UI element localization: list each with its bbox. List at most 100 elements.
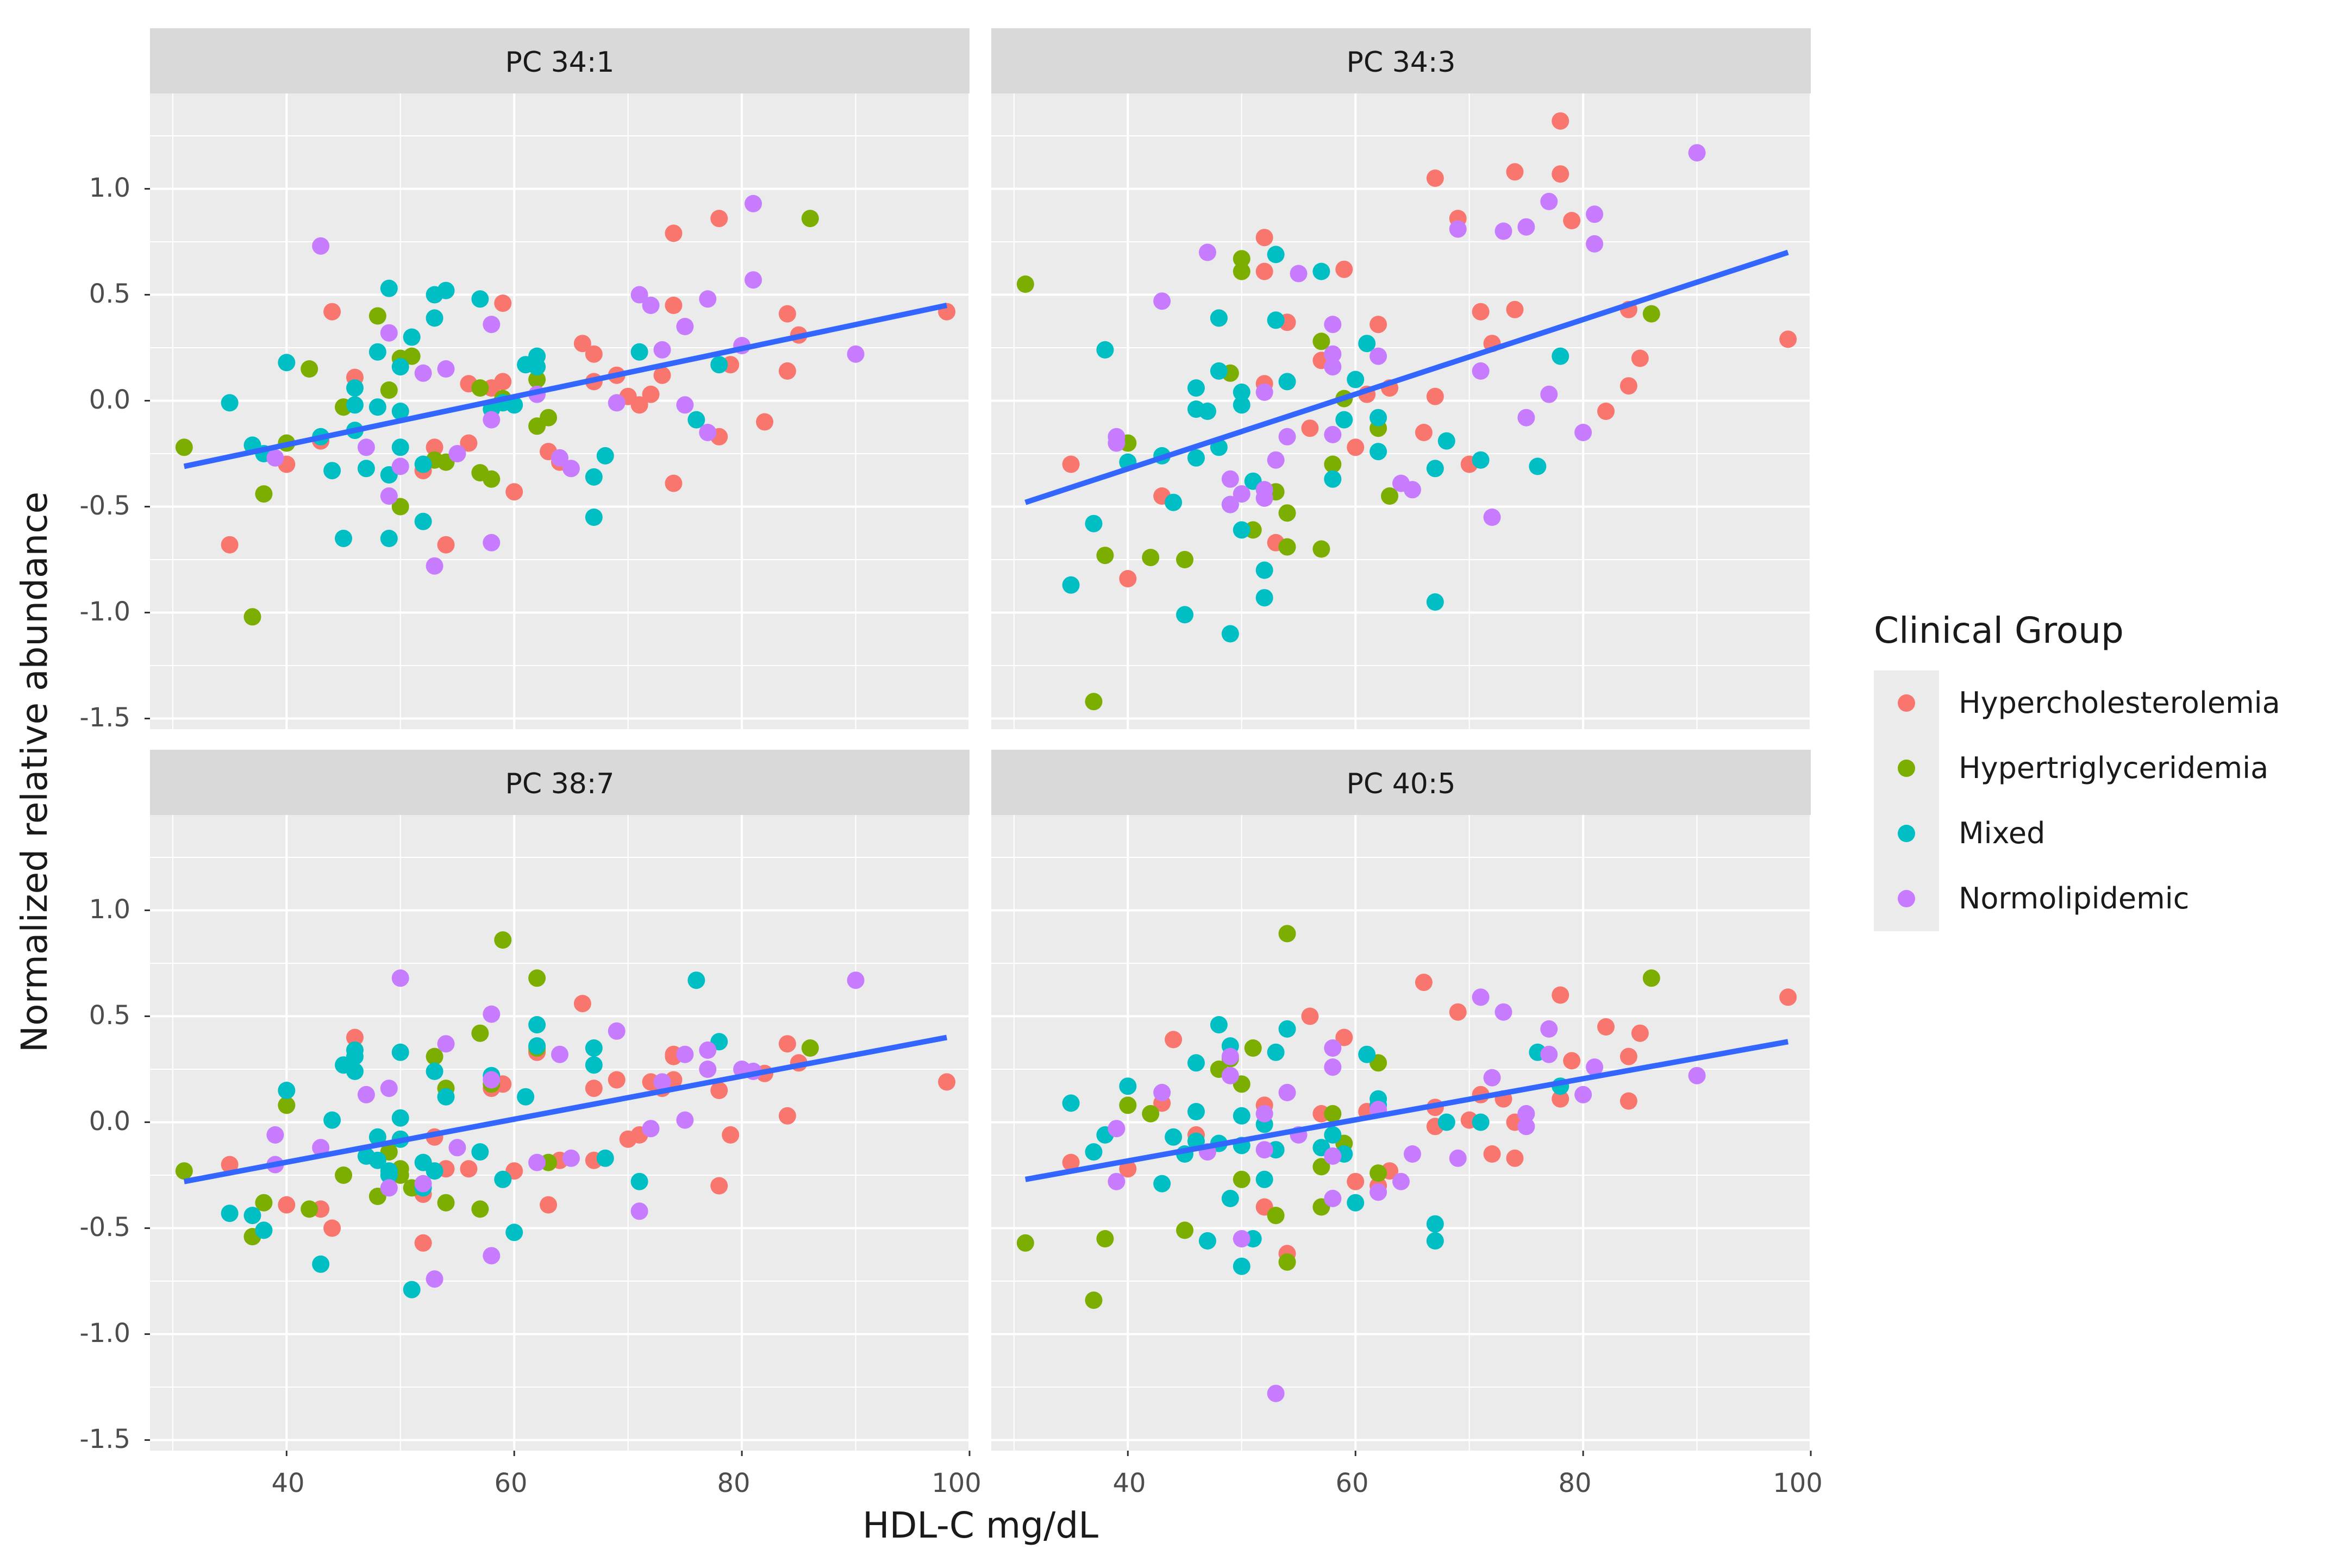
point-hypercholesterolemia [1370, 316, 1387, 334]
point-hypertriglyceridemia [1312, 1158, 1330, 1176]
point-hypertriglyceridemia [1142, 549, 1160, 567]
point-hypertriglyceridemia [528, 371, 546, 388]
y-axis-title: Normalized relative abundance [14, 492, 55, 1052]
point-hypertriglyceridemia [301, 1200, 318, 1218]
point-mixed [414, 512, 432, 530]
point-mixed [346, 1041, 364, 1059]
point-normolipidemic [551, 449, 568, 467]
legend-label: Hypertriglyceridemia [1959, 751, 2268, 785]
point-mixed [426, 1162, 443, 1180]
point-hypercholesterolemia [505, 483, 523, 501]
point-hypertriglyceridemia [1642, 969, 1660, 987]
x-tick-label: 80 [1558, 1468, 1591, 1498]
point-normolipidemic [1153, 1083, 1171, 1101]
point-hypercholesterolemia [1552, 1090, 1569, 1108]
point-hypertriglyceridemia [1278, 538, 1296, 556]
y-tick-label: -1.5 [79, 1424, 130, 1454]
point-hypertriglyceridemia [1233, 262, 1250, 280]
point-hypertriglyceridemia [1324, 1105, 1342, 1122]
point-normolipidemic [1370, 347, 1387, 365]
y-tick-label: -1.0 [79, 597, 130, 627]
point-hypercholesterolemia [1552, 112, 1569, 130]
point-mixed [1176, 606, 1194, 624]
trend-line [1024, 1039, 1789, 1182]
point-mixed [391, 403, 409, 420]
point-normolipidemic [1290, 265, 1308, 283]
point-hypercholesterolemia [1062, 455, 1080, 473]
point-normolipidemic [1574, 424, 1592, 441]
point-normolipidemic [1324, 1058, 1342, 1076]
point-normolipidemic [1472, 988, 1490, 1006]
point-normolipidemic [1255, 1141, 1273, 1159]
point-hypercholesterolemia [722, 1126, 740, 1144]
point-mixed [585, 468, 603, 486]
point-mixed [517, 1088, 535, 1106]
point-mixed [630, 1172, 648, 1190]
legend-key-hypercholesterolemia [1898, 694, 1915, 712]
point-normolipidemic [1324, 316, 1342, 334]
point-hypercholesterolemia [585, 1080, 603, 1097]
point-hypertriglyceridemia [1016, 275, 1034, 293]
point-normolipidemic [357, 438, 375, 456]
point-hypertriglyceridemia [380, 381, 398, 399]
point-hypertriglyceridemia [471, 379, 489, 397]
point-normolipidemic [1540, 192, 1558, 210]
point-hypertriglyceridemia [1176, 551, 1194, 568]
legend-label: Normolipidemic [1959, 881, 2189, 915]
point-hypercholesterolemia [1563, 1052, 1581, 1070]
point-hypercholesterolemia [1597, 1018, 1615, 1036]
point-hypercholesterolemia [1335, 1028, 1353, 1046]
point-mixed [596, 447, 614, 465]
point-normolipidemic [1483, 1069, 1501, 1087]
point-hypercholesterolemia [346, 1028, 364, 1046]
point-normolipidemic [1233, 1230, 1250, 1247]
y-tick-label: 1.0 [89, 894, 130, 925]
point-mixed [1312, 262, 1330, 280]
point-hypertriglyceridemia [426, 1048, 443, 1065]
point-normolipidemic [448, 445, 466, 462]
point-hypercholesterolemia [1597, 403, 1615, 420]
point-mixed [1233, 521, 1250, 539]
point-normolipidemic [630, 286, 648, 304]
point-normolipidemic [608, 1022, 626, 1040]
point-hypercholesterolemia [710, 1082, 728, 1099]
point-hypercholesterolemia [1335, 260, 1353, 278]
legend-label: Hypercholesterolemia [1959, 686, 2280, 720]
point-normolipidemic [483, 1005, 501, 1023]
point-mixed [471, 290, 489, 308]
point-hypercholesterolemia [665, 297, 683, 314]
point-normolipidemic [1494, 1003, 1512, 1021]
point-hypertriglyceridemia [1312, 333, 1330, 350]
point-normolipidemic [1517, 409, 1535, 427]
point-mixed [505, 396, 523, 414]
point-mixed [687, 411, 705, 429]
point-mixed [1426, 460, 1444, 478]
y-tick-label: -1.0 [79, 1318, 130, 1349]
facet-strip [991, 750, 1811, 815]
point-hypercholesterolemia [437, 536, 455, 554]
point-mixed [1358, 335, 1376, 353]
point-normolipidemic [528, 1153, 546, 1171]
point-mixed [335, 530, 353, 547]
point-hypertriglyceridemia [403, 347, 421, 365]
point-hypertriglyceridemia [1278, 925, 1296, 943]
point-hypertriglyceridemia [1142, 1105, 1160, 1122]
y-tick-label: 1.0 [89, 173, 130, 203]
point-mixed [1472, 451, 1490, 469]
point-hypercholesterolemia [323, 1219, 341, 1237]
y-tick-label: 0.0 [89, 1106, 130, 1137]
point-normolipidemic [1324, 1189, 1342, 1207]
point-normolipidemic [1688, 144, 1706, 162]
point-mixed [1437, 1113, 1455, 1131]
point-hypercholesterolemia [1062, 1153, 1080, 1171]
point-normolipidemic [1403, 481, 1421, 499]
point-hypercholesterolemia [1119, 1160, 1137, 1178]
point-hypercholesterolemia [1415, 424, 1433, 441]
point-mixed [1267, 246, 1285, 264]
point-hypercholesterolemia [1631, 349, 1649, 367]
x-tick-label: 60 [494, 1468, 527, 1498]
point-hypercholesterolemia [540, 1196, 558, 1214]
point-normolipidemic [380, 487, 398, 505]
point-mixed [1358, 1045, 1376, 1063]
x-tick-label: 40 [271, 1468, 304, 1498]
